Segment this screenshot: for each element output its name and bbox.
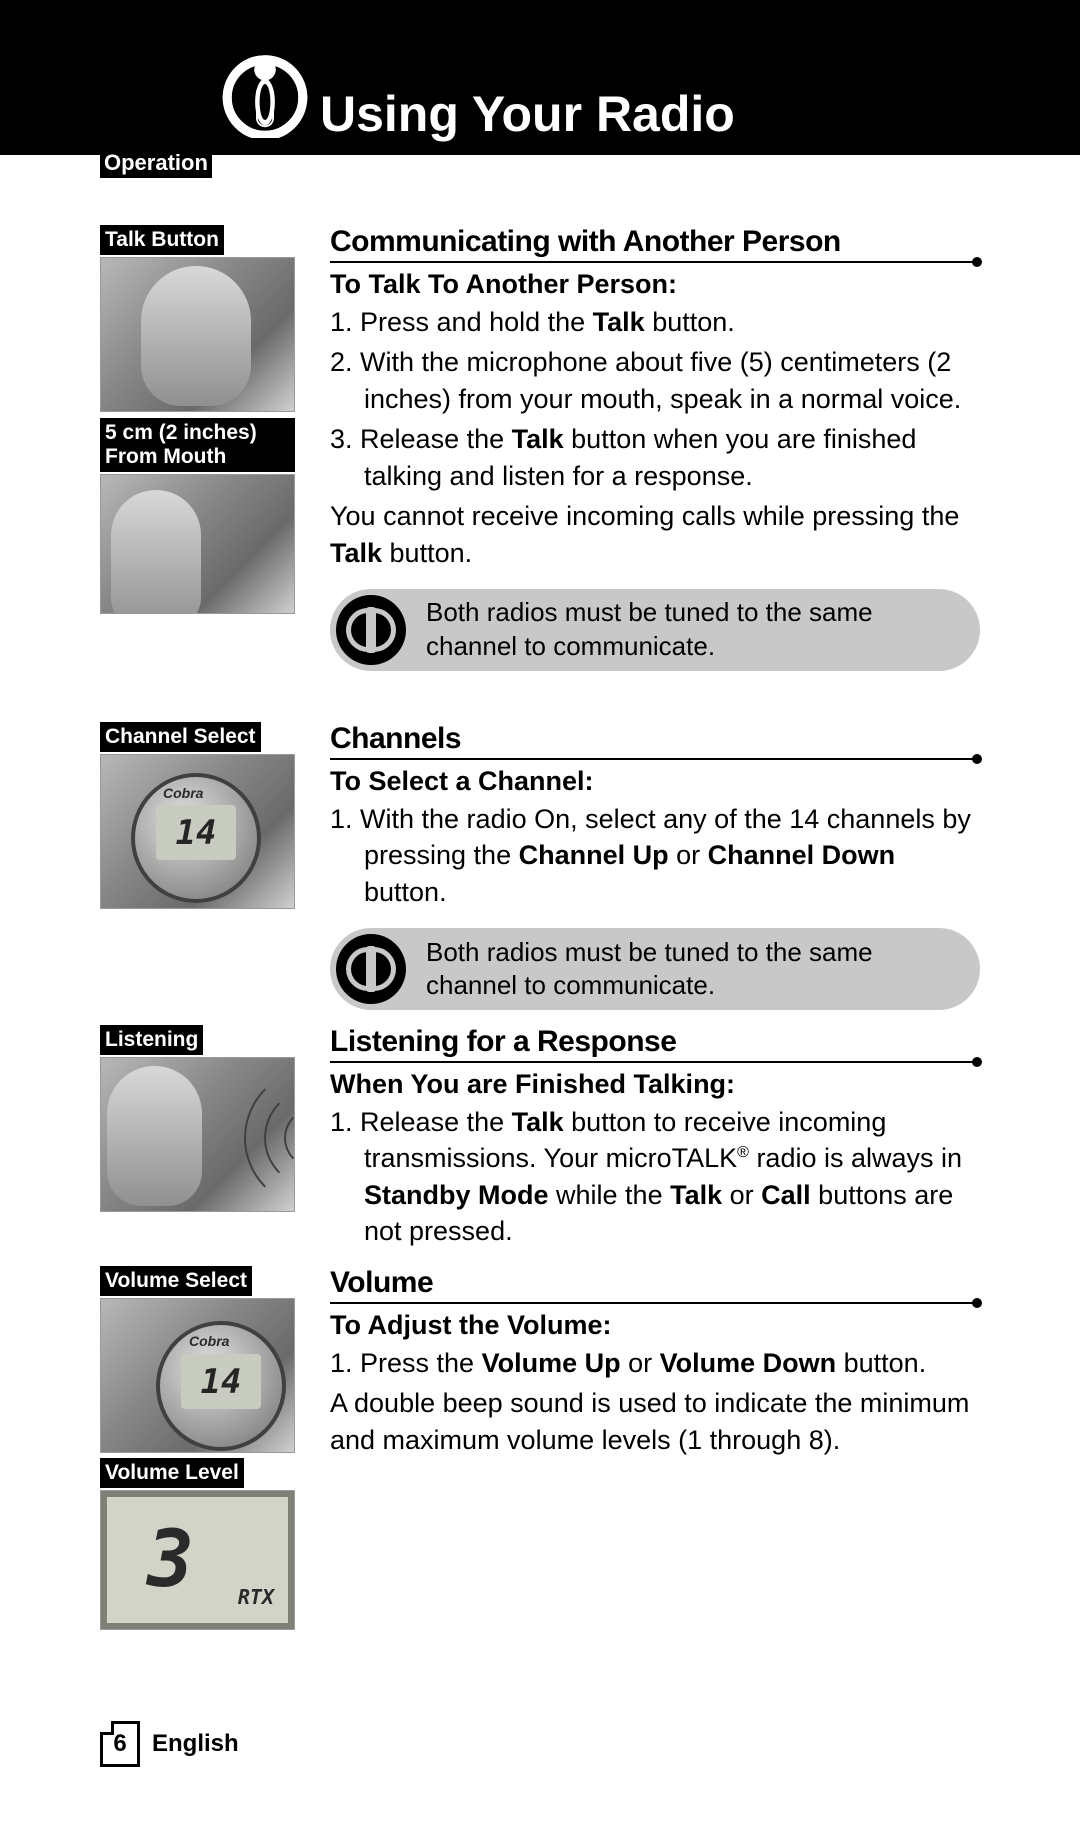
operation-label: Operation: [100, 148, 212, 178]
list-item: 3. Release the Talk button when you are …: [330, 421, 980, 494]
side-volume-level: Volume Level 3 RTX: [100, 1458, 295, 1630]
list-item: 1. Press the Volume Up or Volume Down bu…: [330, 1345, 980, 1381]
section-listening: Listening for a Response When You are Fi…: [330, 1025, 980, 1250]
note-pill: Both radios must be tuned to the same ch…: [330, 589, 980, 671]
list-item: 2. With the microphone about five (5) ce…: [330, 344, 980, 417]
note-pill: Both radios must be tuned to the same ch…: [330, 928, 980, 1010]
side-label: 5 cm (2 inches) From Mouth: [100, 418, 295, 472]
side-from-mouth: 5 cm (2 inches) From Mouth: [100, 418, 295, 614]
side-channel-select: Channel Select Cobra 14: [100, 722, 295, 909]
sub-finished-talking: When You are Finished Talking:: [330, 1069, 980, 1100]
from-mouth-image: [100, 474, 295, 614]
sub-to-talk: To Talk To Another Person:: [330, 269, 980, 300]
sub-select-channel: To Select a Channel:: [330, 766, 980, 797]
listening-image: [100, 1057, 295, 1212]
side-label: Talk Button: [100, 225, 224, 255]
side-label: Listening: [100, 1025, 203, 1055]
heading-communicating: Communicating with Another Person: [330, 225, 980, 263]
list-item: 1. Press and hold the Talk button.: [330, 304, 980, 340]
side-listening: Listening: [100, 1025, 295, 1212]
note-icon: [336, 934, 406, 1004]
footer-language: English: [152, 1730, 239, 1758]
side-talk-button: Talk Button: [100, 225, 295, 412]
channel-select-image: Cobra 14: [100, 754, 295, 909]
talk-button-image: [100, 257, 295, 412]
list-item: 1. Release the Talk button to receive in…: [330, 1104, 980, 1250]
side-label: Channel Select: [100, 722, 261, 752]
list-item: 1. With the radio On, select any of the …: [330, 801, 980, 910]
page-title: Using Your Radio: [320, 85, 735, 143]
section-channels: Channels To Select a Channel: 1. With th…: [330, 722, 980, 1020]
sub-adjust-volume: To Adjust the Volume:: [330, 1310, 980, 1341]
heading-listening: Listening for a Response: [330, 1025, 980, 1063]
side-label: Volume Select: [100, 1266, 252, 1296]
volume-select-image: Cobra 14: [100, 1298, 295, 1453]
note-text: Both radios must be tuned to the same ch…: [426, 936, 950, 1004]
warning-text: You cannot receive incoming calls while …: [330, 498, 980, 571]
heading-volume: Volume: [330, 1266, 980, 1304]
volume-level-image: 3 RTX: [100, 1490, 295, 1630]
volume-note: A double beep sound is used to indicate …: [330, 1385, 980, 1458]
section-volume: Volume To Adjust the Volume: 1. Press th…: [330, 1266, 980, 1458]
heading-channels: Channels: [330, 722, 980, 760]
note-text: Both radios must be tuned to the same ch…: [426, 596, 950, 664]
note-icon: [336, 595, 406, 665]
logo-icon: [220, 48, 310, 138]
page-number-box: 6: [100, 1721, 140, 1767]
section-communicating: Communicating with Another Person To Tal…: [330, 225, 980, 681]
side-volume-select: Volume Select Cobra 14: [100, 1266, 295, 1453]
page-number: 6: [113, 1730, 126, 1758]
side-label: Volume Level: [100, 1458, 244, 1488]
footer: 6 English: [100, 1721, 239, 1767]
